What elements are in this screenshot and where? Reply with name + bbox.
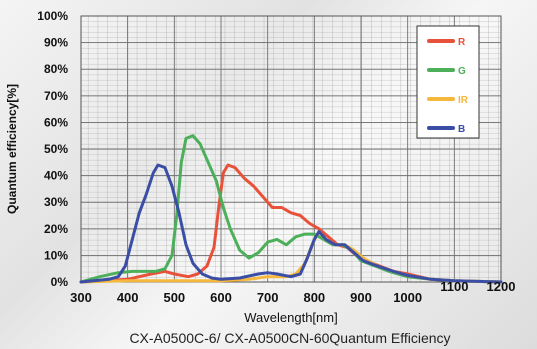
y-tick-label: 90% <box>44 36 68 50</box>
x-tick-label: 900 <box>350 290 372 305</box>
x-axis-label: Wavelength[nm] <box>244 310 337 325</box>
y-tick-labels: 0% 10% 20% 30% 40% 50% 60% 70% 80% 90% 100% <box>37 9 68 289</box>
y-tick-label: 60% <box>44 115 68 129</box>
x-tick-label: 800 <box>303 290 325 305</box>
y-tick-label: 40% <box>44 169 68 183</box>
legend-label-b: B <box>458 124 465 135</box>
legend: R G IR B <box>416 25 480 139</box>
series-lines <box>79 134 503 284</box>
x-tick-label: 400 <box>117 290 139 305</box>
legend-box <box>416 25 480 139</box>
x-tick-label: 600 <box>210 290 232 305</box>
legend-label-g: G <box>458 66 466 77</box>
legend-label-ir: IR <box>458 95 469 106</box>
y-tick-label: 30% <box>44 195 68 209</box>
chart-title: CX-A0500C-6/ CX-A0500CN-60Quantum Effici… <box>129 330 450 346</box>
x-tick-label: 1200 <box>487 279 516 294</box>
series-line-b <box>79 163 503 284</box>
x-tick-label: 1000 <box>393 290 422 305</box>
x-tick-label: 1100 <box>440 279 468 294</box>
y-axis-label: Quantum efficiency[%] <box>5 84 19 214</box>
x-tick-label: 300 <box>70 290 92 305</box>
x-tick-label: 500 <box>163 290 185 305</box>
y-tick-label: 70% <box>44 89 68 103</box>
plot-border <box>80 15 502 283</box>
x-tick-label: 700 <box>257 290 279 305</box>
legend-label-r: R <box>458 37 466 48</box>
y-tick-label: 50% <box>44 142 68 156</box>
y-tick-label: 20% <box>44 222 68 236</box>
y-tick-label: 0% <box>51 275 69 289</box>
y-tick-label: 100% <box>37 9 68 23</box>
y-tick-label: 80% <box>44 62 68 76</box>
x-tick-labels: 300 400 500 600 700 800 900 1000 1100 1200 <box>70 279 515 305</box>
y-tick-label: 10% <box>44 248 68 262</box>
